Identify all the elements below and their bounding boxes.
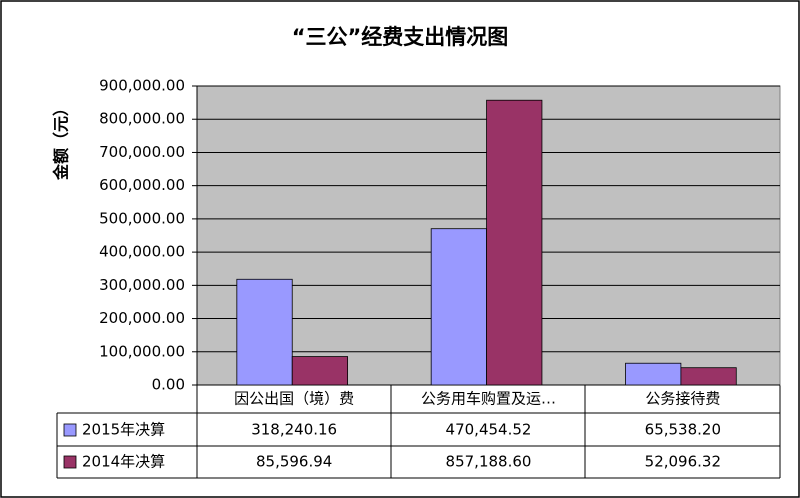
y-tick-label: 0.00 — [152, 376, 185, 394]
bar — [430, 228, 487, 386]
y-tick-label: 500,000.00 — [99, 209, 185, 227]
legend-label: 2014年决算 — [82, 453, 165, 471]
table-value: 318,240.16 — [251, 421, 337, 439]
y-tick-label: 900,000.00 — [99, 77, 185, 95]
bar — [680, 367, 737, 386]
table-value: 470,454.52 — [446, 421, 532, 439]
chart-title: “三公”经费支出情况图 — [292, 25, 509, 49]
table-value: 85,596.94 — [256, 453, 332, 471]
bar — [291, 356, 349, 386]
legend-swatch — [63, 423, 77, 437]
y-tick-label: 400,000.00 — [99, 243, 185, 261]
legend-label: 2015年决算 — [82, 421, 165, 439]
y-tick-label: 300,000.00 — [99, 276, 185, 294]
y-axis-label: 金额（元） — [52, 100, 71, 181]
y-tick-label: 800,000.00 — [99, 110, 185, 128]
category-label: 公务用车购置及运… — [421, 390, 556, 408]
y-tick-label: 200,000.00 — [99, 309, 185, 327]
category-label: 公务接待费 — [645, 390, 720, 408]
table-value: 65,538.20 — [645, 421, 721, 439]
y-tick-label: 700,000.00 — [99, 143, 185, 161]
legend-swatch — [63, 455, 77, 469]
bar — [625, 362, 682, 386]
y-tick-label: 600,000.00 — [99, 176, 185, 194]
y-tick-label: 100,000.00 — [99, 342, 185, 360]
bar — [486, 99, 543, 386]
table-value: 52,096.32 — [645, 453, 721, 471]
category-label: 因公出国（境）费 — [234, 390, 354, 408]
bar — [236, 278, 293, 386]
table-value: 857,188.60 — [446, 453, 532, 471]
